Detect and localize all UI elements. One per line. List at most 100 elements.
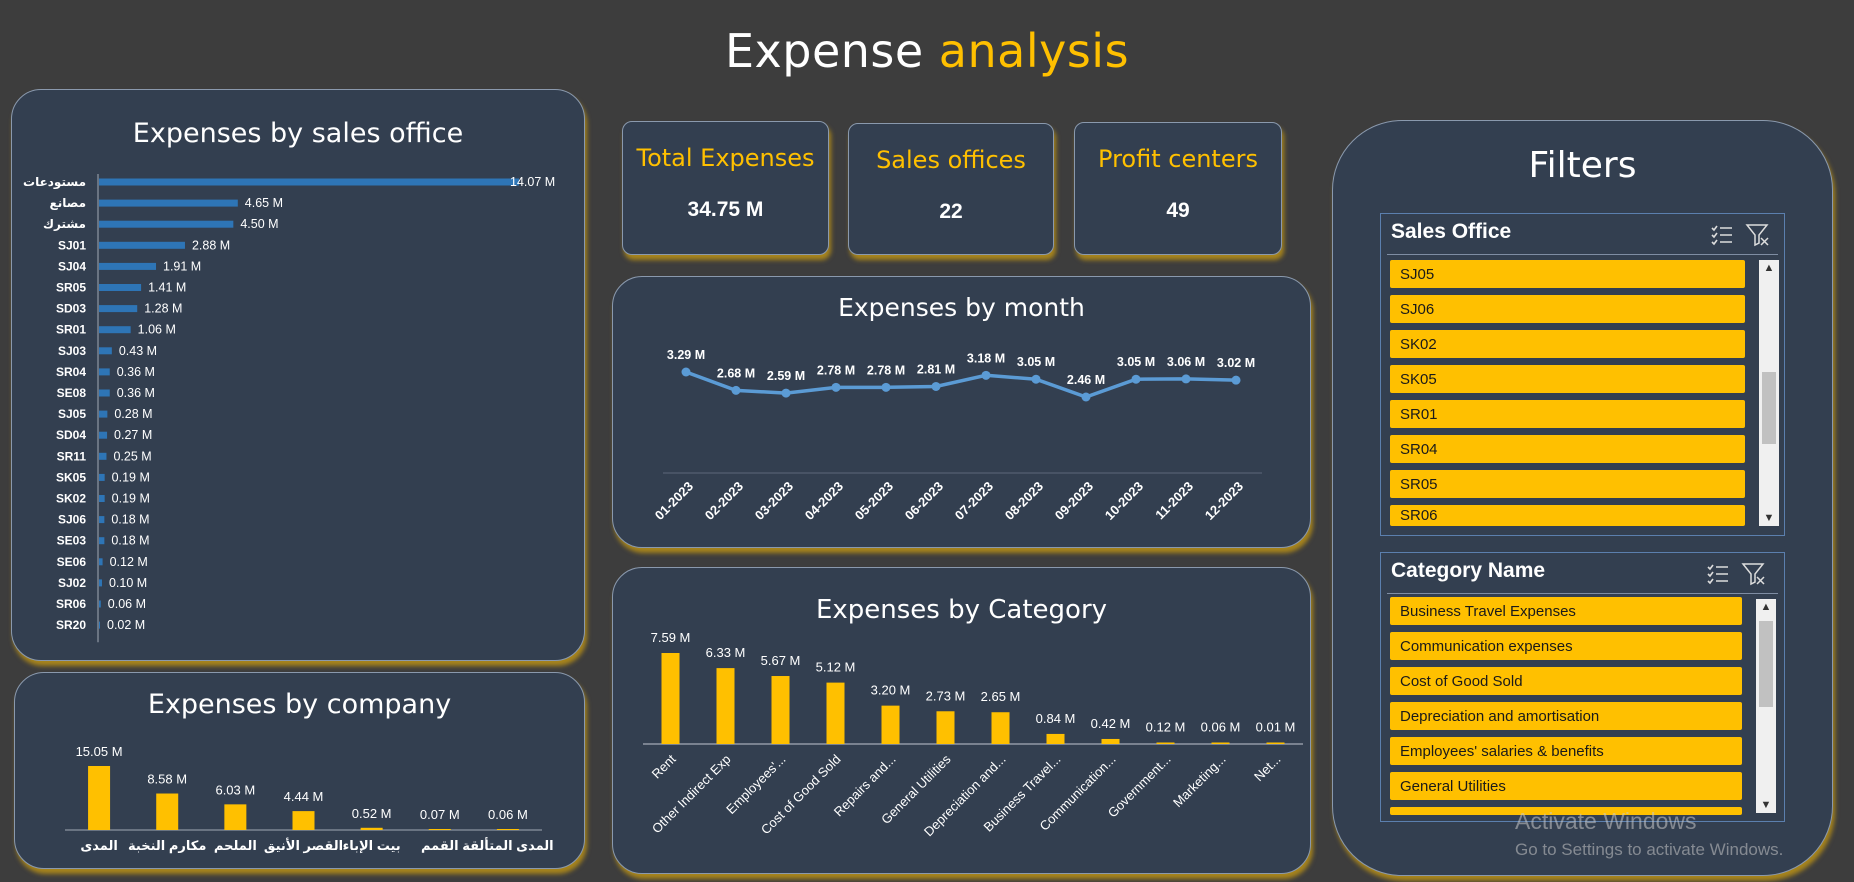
- data-label: 3.05 M: [1117, 355, 1155, 369]
- data-label: 0.10 M: [109, 576, 147, 590]
- clear-filter-icon[interactable]: [1745, 222, 1771, 248]
- slicer-item[interactable]: Business Travel Expenses: [1390, 597, 1742, 625]
- kpi-label: Sales offices: [876, 146, 1026, 174]
- month-chart: 3.29 M 01-2023 2.68 M 02-2023 2.59 M 03-2023 2…: [652, 348, 1262, 523]
- data-label: 7.59 M: [651, 630, 691, 645]
- data-label: 3.02 M: [1217, 356, 1255, 370]
- category-label: المدى المتألقة: [462, 837, 553, 853]
- scroll-down-icon[interactable]: ▼: [1760, 799, 1772, 811]
- data-label: 1.41 M: [148, 281, 186, 295]
- bar: [826, 682, 845, 744]
- category-label: SR05: [56, 281, 86, 295]
- slicer-item[interactable]: [1390, 807, 1742, 815]
- data-label: 0.52 M: [352, 806, 392, 821]
- data-label: 2.68 M: [717, 366, 755, 380]
- scroll-up-icon[interactable]: ▲: [1760, 601, 1772, 613]
- bar: [99, 495, 105, 502]
- data-label: 14.07 M: [510, 175, 555, 189]
- data-point: [1181, 374, 1191, 384]
- data-label: 0.18 M: [111, 513, 149, 527]
- data-label: 5.12 M: [816, 660, 856, 675]
- slicer-scrollbar[interactable]: ▲ ▼: [1759, 260, 1779, 526]
- clear-filter-icon[interactable]: [1741, 561, 1767, 587]
- data-label: 3.18 M: [967, 351, 1005, 365]
- data-label: 1.91 M: [163, 259, 201, 273]
- category-label: SJ04: [58, 259, 86, 273]
- data-label: 2.59 M: [767, 369, 805, 383]
- data-label: 0.18 M: [111, 534, 149, 548]
- slicer-item[interactable]: SJ05: [1390, 260, 1745, 288]
- bar: [99, 220, 234, 228]
- bar: [881, 705, 900, 744]
- slicer-item[interactable]: SR01: [1390, 400, 1745, 428]
- kpi-profit-centers: Profit centers 49: [1074, 122, 1282, 255]
- data-label: 0.36 M: [117, 386, 155, 400]
- category-label: SD03: [56, 302, 86, 316]
- category-label: 01-2023: [652, 479, 696, 523]
- filters-title: Filters: [1528, 145, 1637, 186]
- scroll-thumb[interactable]: [1759, 621, 1773, 707]
- slicer-item[interactable]: SR05: [1390, 470, 1745, 498]
- bar: [1046, 733, 1065, 744]
- data-label: 0.43 M: [119, 344, 157, 358]
- category-label: القصر الأنيق: [264, 837, 343, 853]
- bar: [661, 653, 680, 744]
- slicer-item[interactable]: Cost of Good Sold: [1390, 667, 1742, 695]
- slicer-item[interactable]: SR06: [1390, 505, 1745, 526]
- bar: [99, 389, 110, 397]
- bar: [1211, 742, 1230, 744]
- slicer-item[interactable]: SK05: [1390, 365, 1745, 393]
- slicer-item[interactable]: Depreciation and amortisation: [1390, 702, 1742, 730]
- slicer-item[interactable]: SR04: [1390, 435, 1745, 463]
- slicer-item[interactable]: General Utilities: [1390, 772, 1742, 800]
- scroll-thumb[interactable]: [1762, 372, 1776, 444]
- data-point: [931, 381, 941, 391]
- slicer-item[interactable]: SK02: [1390, 330, 1745, 358]
- data-label: 8.58 M: [147, 772, 187, 787]
- activate-windows-hint: Go to Settings to activate Windows.: [1515, 840, 1784, 859]
- series-line: [685, 370, 1237, 399]
- kpi-label: Profit centers: [1098, 145, 1258, 173]
- multi-select-icon[interactable]: [1709, 222, 1735, 248]
- data-label: 4.65 M: [245, 196, 283, 210]
- slicer-scrollbar[interactable]: ▲ ▼: [1756, 599, 1776, 813]
- data-label: 6.33 M: [706, 645, 746, 660]
- data-label: 1.06 M: [138, 323, 176, 337]
- bar: [99, 600, 101, 608]
- bar: [991, 712, 1010, 744]
- kpi-total-expenses: Total Expenses 34.75 M: [622, 121, 829, 255]
- filters-panel: Filters Sales Office SJ05 SJ06 SK02 SK05 SR0…: [1332, 120, 1833, 876]
- data-point: [881, 382, 891, 392]
- bar: [99, 452, 107, 460]
- kpi-value: 22: [939, 200, 963, 223]
- multi-select-icon[interactable]: [1705, 561, 1731, 587]
- data-label: 2.46 M: [1067, 373, 1105, 387]
- slicer-item[interactable]: Communication expenses: [1390, 632, 1742, 660]
- data-label: 0.07 M: [420, 807, 460, 822]
- category-label: مستودعات: [23, 175, 86, 190]
- scroll-down-icon[interactable]: ▼: [1763, 512, 1775, 524]
- bar: [99, 347, 112, 355]
- category-label: SD04: [56, 428, 86, 442]
- category-label: مصانع: [50, 196, 86, 210]
- bar: [99, 537, 105, 545]
- category-label: SJ02: [58, 576, 86, 590]
- data-label: 1.28 M: [144, 302, 182, 316]
- kpi-value: 49: [1166, 199, 1190, 222]
- scroll-up-icon[interactable]: ▲: [1763, 262, 1775, 274]
- data-point: [1131, 374, 1141, 384]
- category-label: 06-2023: [902, 479, 946, 523]
- category-label: مشترك: [43, 217, 86, 231]
- dashboard-title: Expense analysis: [0, 24, 1854, 78]
- bar: [88, 766, 111, 830]
- slicer-item[interactable]: Employees' salaries & benefits: [1390, 737, 1742, 765]
- category-label: SJ01: [58, 238, 86, 252]
- data-label: 15.05 M: [76, 744, 123, 759]
- bar: [99, 262, 157, 270]
- data-label: 2.78 M: [817, 363, 855, 377]
- slicer-item[interactable]: SJ06: [1390, 295, 1745, 323]
- category-label: 12-2023: [1202, 479, 1246, 523]
- bar: [1266, 742, 1285, 744]
- company-panel: Expenses by company 15.05 M المدى 8.58 M مك…: [14, 672, 585, 869]
- category-label: SJ05: [58, 407, 86, 421]
